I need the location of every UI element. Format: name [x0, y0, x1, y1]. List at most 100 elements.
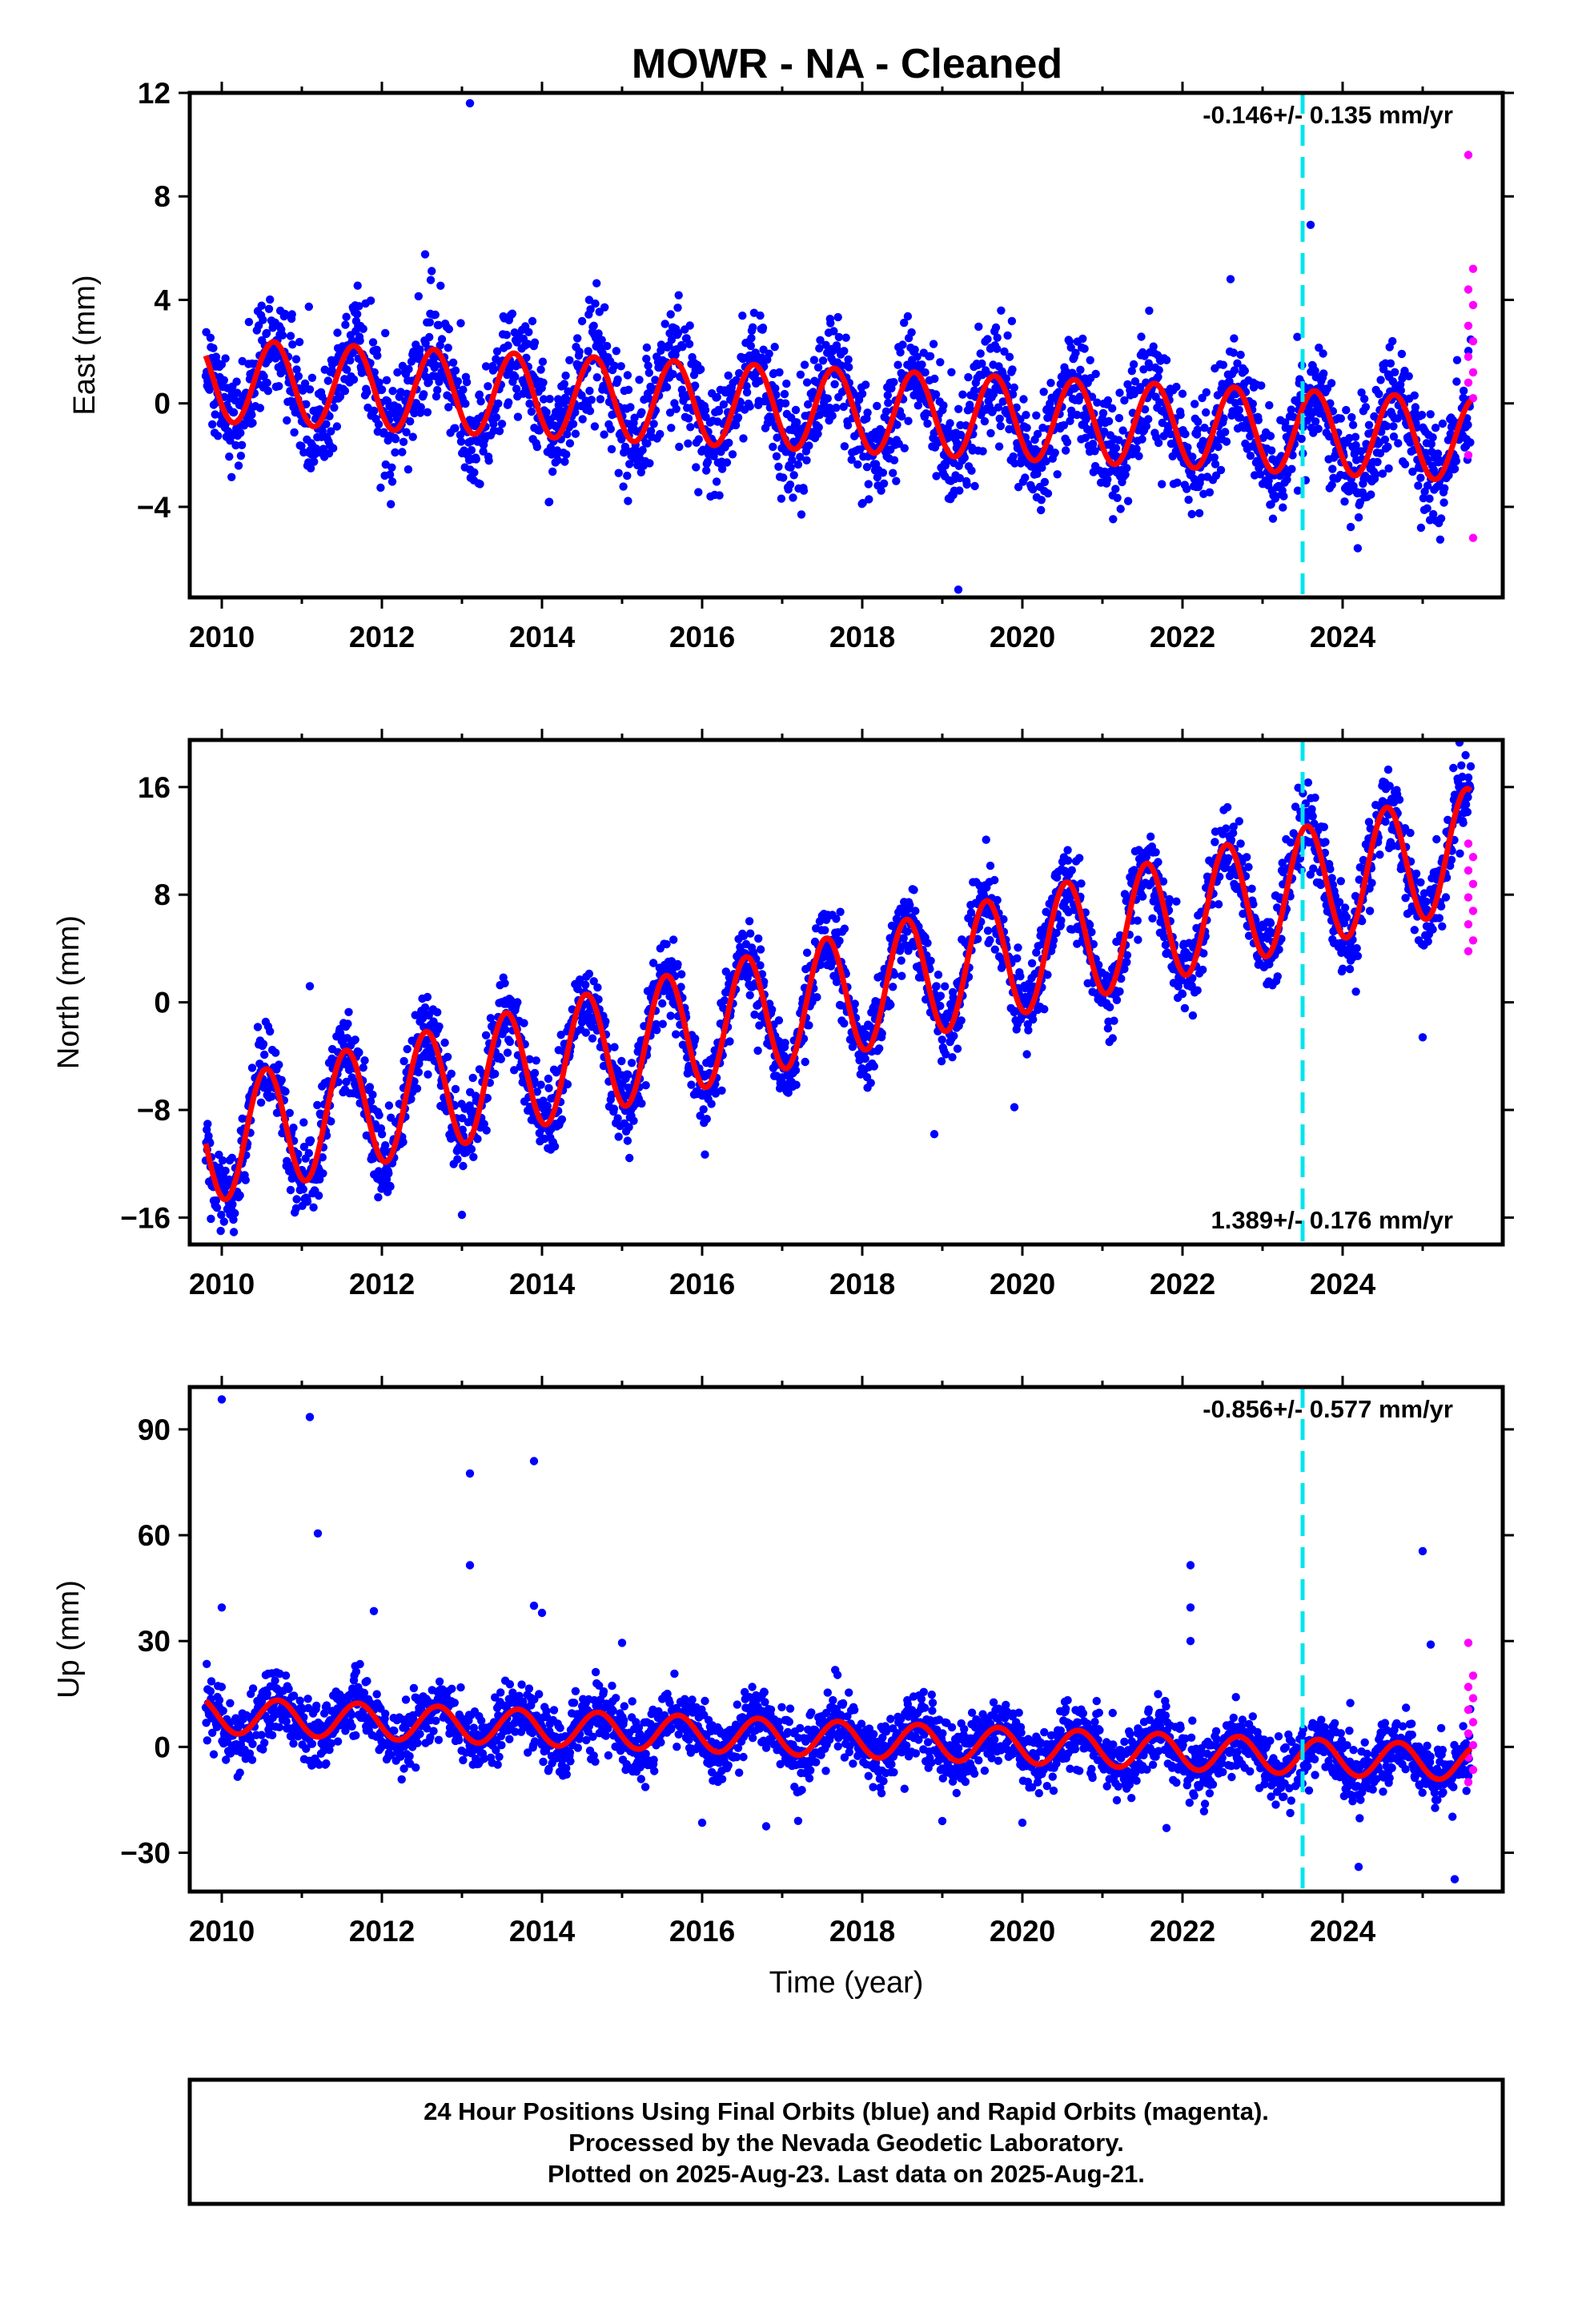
data-point [360, 1056, 369, 1065]
data-point [609, 1104, 619, 1113]
data-point [754, 934, 763, 943]
data-point [410, 408, 419, 418]
data-point [644, 368, 653, 377]
data-point [724, 371, 733, 380]
data-point [841, 333, 850, 342]
data-point [1053, 470, 1062, 479]
data-point [809, 356, 819, 364]
data-point [594, 329, 603, 338]
data-point [306, 1136, 315, 1145]
data-point [447, 1069, 456, 1079]
data-point [932, 472, 941, 480]
data-point [678, 343, 687, 352]
data-point [1103, 396, 1113, 405]
data-point [1106, 1003, 1114, 1011]
data-point [577, 316, 587, 326]
data-point [991, 323, 1001, 332]
data-point [1236, 350, 1245, 360]
data-point [821, 926, 829, 935]
data-point [476, 480, 484, 489]
data-point [346, 356, 355, 365]
data-point [642, 354, 651, 364]
data-point [329, 444, 338, 452]
data-point [1213, 391, 1223, 400]
data-point [673, 304, 682, 312]
data-point [617, 1056, 626, 1066]
data-point [444, 403, 453, 412]
data-point [587, 396, 596, 404]
data-point [1158, 877, 1168, 886]
data-point [629, 1116, 638, 1125]
data-point [651, 376, 660, 384]
data-point [720, 996, 729, 1005]
data-point [1164, 423, 1173, 432]
data-point [728, 450, 737, 459]
data-point [1110, 1016, 1118, 1025]
data-point [788, 456, 797, 464]
data-point [862, 463, 872, 472]
data-point [641, 1081, 650, 1090]
data-point [861, 1054, 869, 1063]
data-point [342, 1077, 351, 1087]
data-point [1014, 483, 1023, 492]
data-point [815, 344, 824, 353]
data-point [1133, 916, 1142, 925]
data-point [425, 318, 434, 327]
data-point [1076, 365, 1085, 374]
data-point [1013, 954, 1022, 963]
east-final-orbit-points [201, 99, 1476, 594]
data-point [476, 397, 485, 406]
data-point [1134, 935, 1142, 944]
data-point [649, 420, 658, 428]
data-point [318, 1153, 327, 1162]
data-point [1205, 488, 1215, 497]
data-point [1429, 509, 1438, 519]
data-point [387, 500, 396, 509]
data-point [299, 1184, 307, 1194]
data-point [208, 420, 217, 429]
data-point [1120, 396, 1129, 405]
data-point [954, 404, 963, 413]
data-point [426, 275, 436, 284]
data-point [502, 331, 511, 340]
data-point [635, 376, 644, 384]
data-point [1022, 1050, 1031, 1059]
data-point [260, 1050, 269, 1059]
data-point [406, 417, 415, 426]
data-point [1452, 377, 1461, 386]
data-point [1120, 964, 1129, 974]
data-point [563, 1080, 572, 1089]
data-point [892, 476, 901, 485]
data-point [1267, 446, 1276, 455]
data-point [473, 1135, 482, 1144]
data-point [1022, 424, 1031, 432]
data-point [1142, 422, 1151, 431]
data-point [486, 1014, 496, 1023]
data-point [1010, 383, 1019, 392]
y-tick-label: 8 [154, 180, 171, 213]
data-point [379, 428, 388, 436]
data-point [467, 446, 476, 455]
data-point [821, 340, 830, 349]
data-point [1073, 939, 1082, 948]
data-point [263, 386, 273, 396]
data-point [921, 409, 931, 418]
data-point [217, 1210, 226, 1220]
data-point [873, 472, 882, 482]
data-point [601, 1017, 610, 1026]
data-point [903, 312, 913, 321]
data-point [437, 335, 447, 344]
data-point [1267, 500, 1275, 509]
data-point [962, 480, 971, 489]
data-point [907, 328, 916, 337]
data-point [448, 358, 458, 367]
y-tick-label: 0 [154, 388, 171, 420]
data-point [543, 1101, 552, 1111]
data-point [974, 322, 983, 332]
data-point [1389, 422, 1398, 431]
data-point [374, 420, 383, 429]
data-point [299, 1118, 308, 1127]
data-point [865, 1021, 874, 1031]
data-point [687, 1080, 696, 1089]
data-point [343, 1019, 352, 1028]
